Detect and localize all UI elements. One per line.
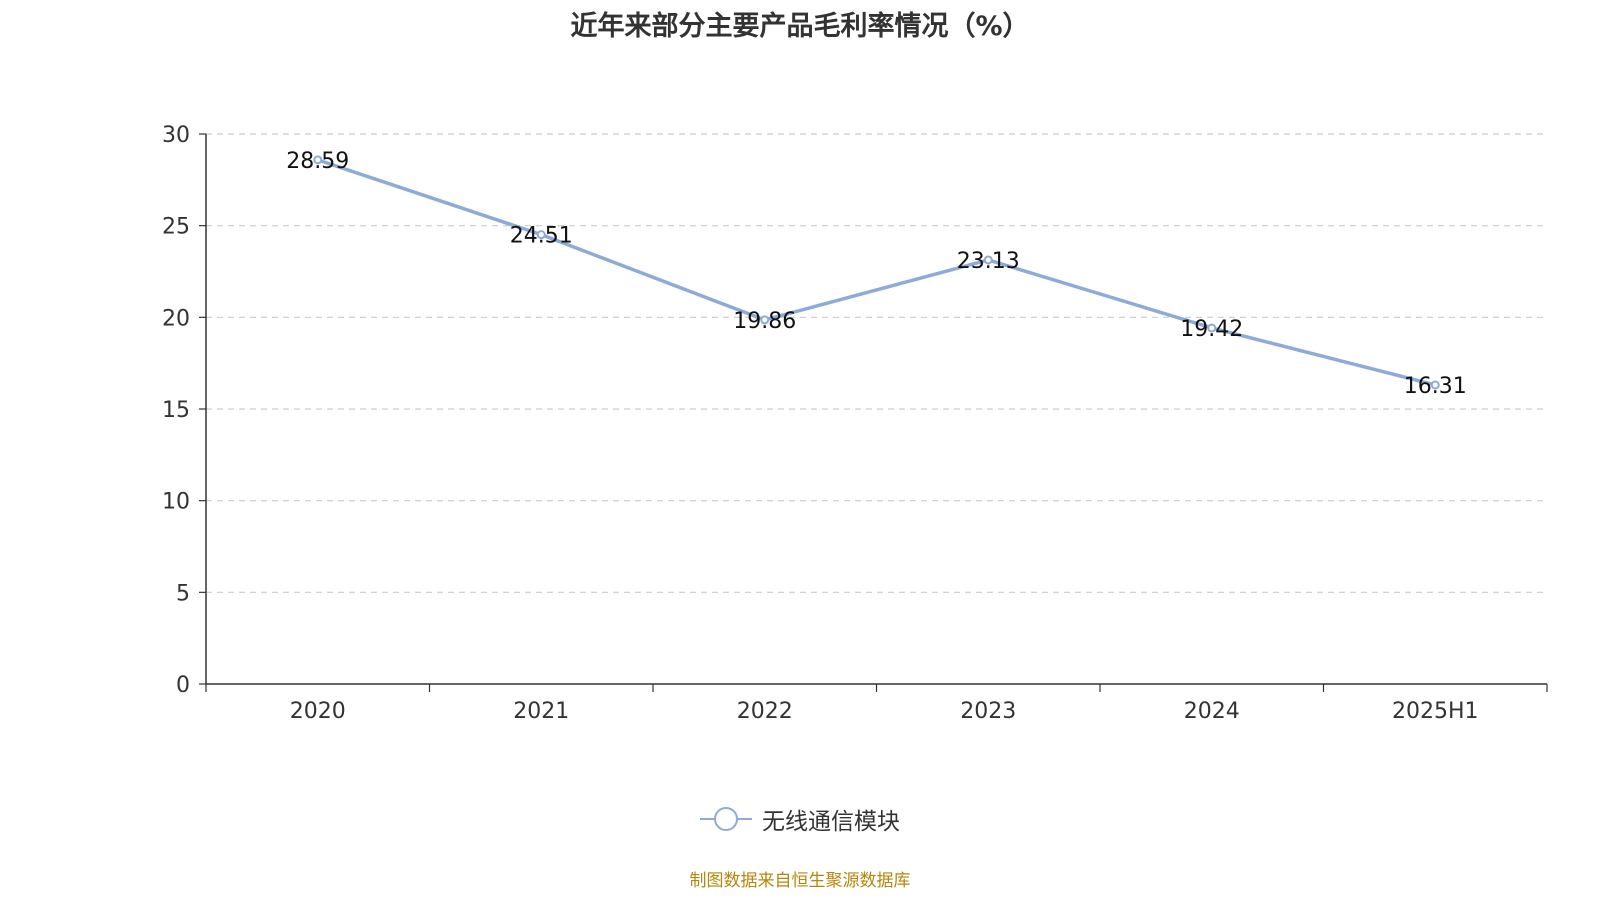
data-point [1430, 380, 1440, 390]
grid-lines [206, 133, 1547, 593]
x-tick-label: 2021 [513, 699, 569, 724]
data-label: 24.51 [510, 224, 573, 249]
data-point [983, 255, 993, 265]
data-label: 28.59 [286, 149, 349, 174]
data-label: 16.31 [1404, 374, 1467, 399]
y-tick-label: 20 [162, 306, 190, 331]
y-tick-label: 15 [162, 398, 190, 423]
legend[interactable]: 无线通信模块 [0, 802, 1600, 836]
data-labels: 28.59 24.51 19.86 23.13 19.42 16.31 [286, 149, 1466, 399]
data-label: 23.13 [957, 249, 1020, 274]
data-point [760, 315, 770, 325]
x-tick-label: 2023 [960, 699, 1016, 724]
legend-label: 无线通信模块 [762, 809, 900, 835]
chart-title: 近年来部分主要产品毛利率情况（%） [570, 11, 1030, 42]
data-label: 19.42 [1180, 317, 1243, 342]
y-tick-label: 0 [176, 673, 190, 698]
data-point [536, 230, 546, 240]
source-note: 制图数据来自恒生聚源数据库 [689, 871, 911, 891]
y-tick-label: 30 [162, 123, 190, 148]
x-tick-label: 2022 [737, 699, 793, 724]
legend-line-circle-icon [700, 807, 752, 831]
series-line [317, 158, 1436, 387]
axes: 0 5 10 15 20 25 30 2020 2021 2022 2023 2024 2025H1 [162, 123, 1548, 724]
y-tick-label: 10 [162, 490, 190, 515]
data-label: 19.86 [733, 309, 796, 334]
x-tick-label: 2025H1 [1392, 699, 1479, 724]
y-tick-label: 25 [162, 215, 190, 240]
data-point [1207, 323, 1217, 333]
y-tick-label: 5 [176, 581, 190, 606]
x-tick-label: 2020 [290, 699, 346, 724]
series-layer [313, 155, 1440, 390]
x-tick-label: 2024 [1184, 699, 1240, 724]
data-point [313, 155, 323, 165]
